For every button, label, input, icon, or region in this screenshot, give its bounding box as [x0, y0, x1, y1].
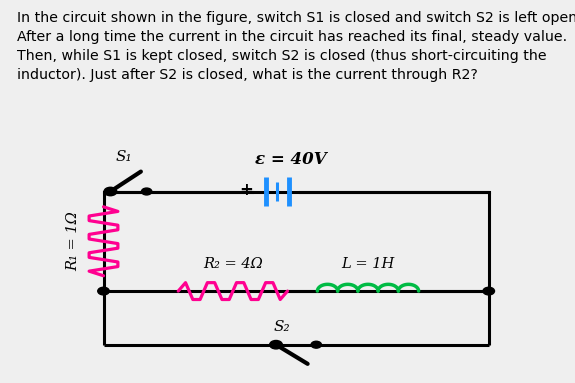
Circle shape [270, 340, 282, 349]
Circle shape [311, 341, 321, 348]
Circle shape [141, 188, 152, 195]
Text: R₁ = 1Ω: R₁ = 1Ω [67, 211, 80, 271]
Text: +: + [239, 181, 253, 198]
Circle shape [98, 287, 109, 295]
Text: L = 1H: L = 1H [342, 257, 394, 271]
Circle shape [483, 287, 494, 295]
Text: In the circuit shown in the figure, switch S1 is closed and switch S2 is left op: In the circuit shown in the figure, swit… [17, 11, 575, 82]
Circle shape [104, 187, 117, 196]
Text: S₁: S₁ [116, 150, 132, 164]
Text: S₂: S₂ [274, 320, 290, 334]
Text: ε = 40V: ε = 40V [255, 151, 326, 168]
Text: R₂ = 4Ω: R₂ = 4Ω [203, 257, 263, 271]
